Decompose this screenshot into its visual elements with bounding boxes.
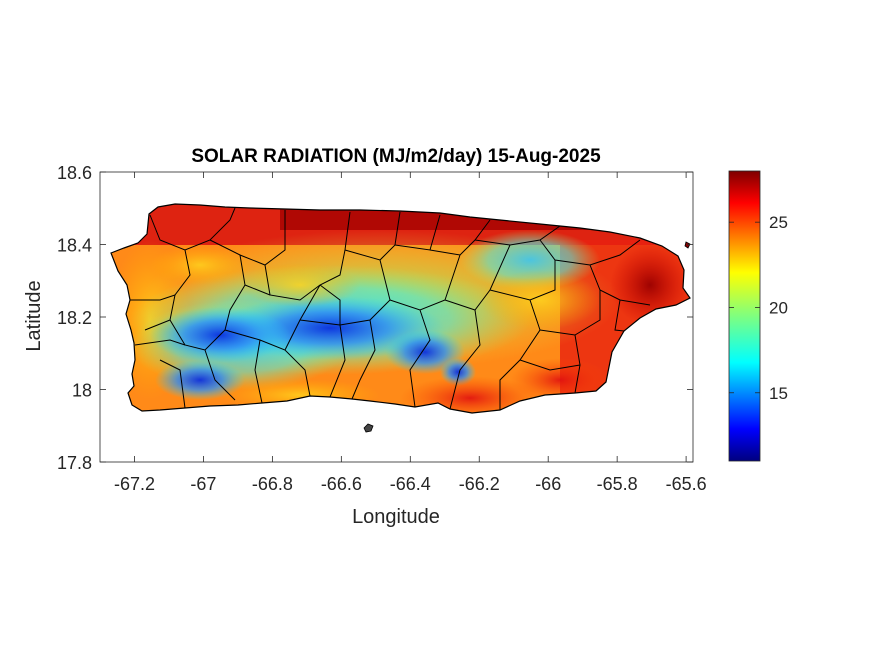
colorbar	[728, 170, 761, 462]
x-axis-label: Longitude	[352, 506, 440, 528]
x-tick-label: -67.2	[114, 474, 155, 494]
x-tick-label: -65.6	[666, 474, 707, 494]
x-tick-label: -66.4	[390, 474, 431, 494]
islet	[684, 241, 691, 249]
y-tick-label: 17.8	[57, 453, 92, 473]
colorbar-tick-label: 15	[769, 384, 788, 403]
x-tick-label: -65.8	[597, 474, 638, 494]
y-tick-label: 18.2	[57, 308, 92, 328]
y-axis-label: Latitude	[23, 280, 45, 351]
y-tick-label: 18.6	[57, 163, 92, 183]
x-tick-label: -67	[190, 474, 216, 494]
y-tick-label: 18	[72, 381, 92, 401]
colorbar-tick-label: 25	[769, 213, 788, 232]
municipal-boundaries	[130, 207, 651, 410]
x-tick-label: -66	[535, 474, 561, 494]
x-axis: -67.2 -67 -66.8 -66.6 -66.4 -66.2 -66 -65.8 -65.…	[114, 172, 707, 494]
colorbar-axis: 15 20 25	[729, 213, 788, 403]
chart-title: SOLAR RADIATION (MJ/m2/day) 15-Aug-2025	[191, 146, 601, 167]
x-tick-label: -66.2	[459, 474, 500, 494]
y-axis: 17.8 18 18.2 18.4 18.6	[57, 163, 693, 473]
island-outline	[110, 203, 691, 414]
x-tick-label: -66.8	[252, 474, 293, 494]
x-tick-label: -66.6	[321, 474, 362, 494]
colorbar-tick-label: 20	[769, 298, 788, 317]
y-tick-label: 18.4	[57, 236, 92, 256]
islet	[363, 423, 374, 433]
